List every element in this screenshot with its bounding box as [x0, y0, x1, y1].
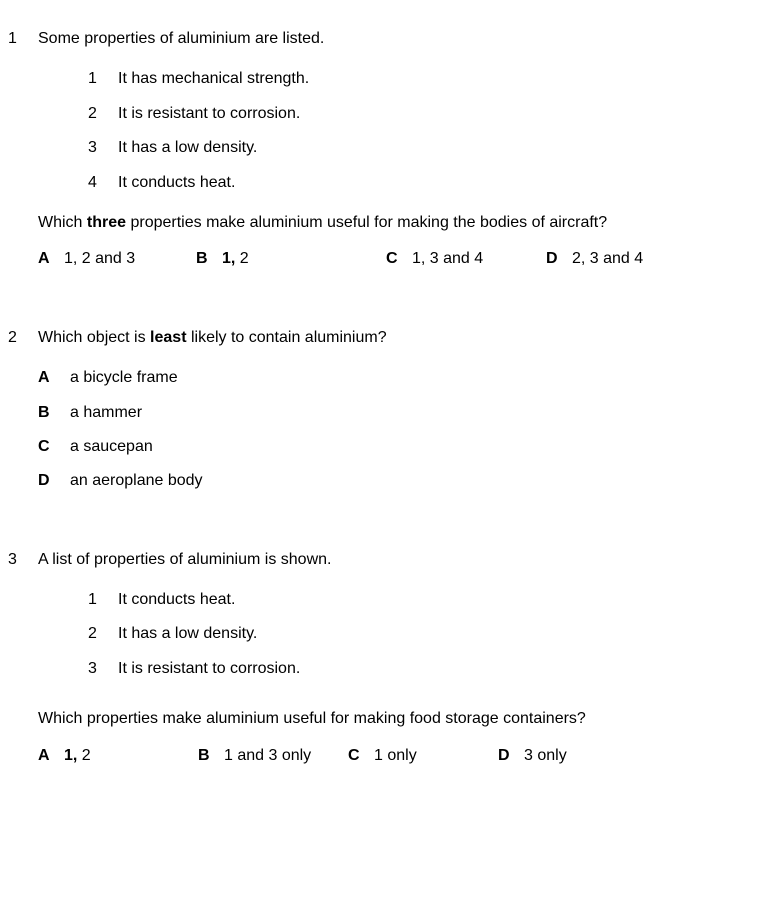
option-d: D an aeroplane body [38, 470, 768, 492]
option-c: C 1, 3 and 4 [386, 248, 546, 270]
list-item: 3 It is resistant to corrosion. [88, 658, 768, 680]
question-number: 3 [8, 549, 38, 571]
option-letter: A [38, 745, 64, 767]
list-item: 1 It has mechanical strength. [88, 68, 768, 90]
item-number: 3 [88, 658, 118, 680]
item-number: 3 [88, 137, 118, 159]
intro-pre: Which object is [38, 329, 150, 346]
option-letter: B [38, 402, 70, 424]
item-number: 2 [88, 623, 118, 645]
option-letter: A [38, 248, 64, 270]
options-stack: A a bicycle frame B a hammer C a saucepa… [38, 367, 768, 493]
option-a: A 1, 2 and 3 [38, 248, 196, 270]
question-header: 3 A list of properties of aluminium is s… [8, 549, 768, 571]
option-d: D 3 only [498, 745, 618, 767]
property-list: 1 It conducts heat. 2 It has a low densi… [88, 589, 768, 680]
option-letter: A [38, 367, 70, 389]
item-text: It conducts heat. [118, 589, 235, 611]
option-text: 3 only [524, 745, 577, 767]
item-text: It has a low density. [118, 623, 257, 645]
option-d: D 2, 3 and 4 [546, 248, 686, 270]
item-text: It conducts heat. [118, 172, 235, 194]
item-text: It is resistant to corrosion. [118, 658, 300, 680]
option-text: 1, 3 and 4 [412, 248, 493, 270]
intro-post: likely to contain aluminium? [187, 329, 387, 346]
prompt-bold: three [87, 214, 126, 231]
intro-bold: least [150, 329, 186, 346]
item-number: 4 [88, 172, 118, 194]
option-letter: D [498, 745, 524, 767]
option-letter: C [386, 248, 412, 270]
option-text: 1 only [374, 745, 427, 767]
option-text: 1 and 3 only [224, 745, 321, 767]
option-a: A a bicycle frame [38, 367, 768, 389]
question-prompt: Which three properties make aluminium us… [38, 212, 768, 234]
question-intro: A list of properties of aluminium is sho… [38, 549, 768, 571]
option-text: a hammer [70, 402, 142, 424]
question-prompt: Which properties make aluminium useful f… [38, 708, 768, 730]
option-b: B a hammer [38, 402, 768, 424]
option-text: 1, 2 and 3 [64, 248, 145, 270]
option-c: C a saucepan [38, 436, 768, 458]
item-number: 2 [88, 103, 118, 125]
option-text: 2, 3 and 4 [572, 248, 653, 270]
list-item: 2 It has a low density. [88, 623, 768, 645]
question-1: 1 Some properties of aluminium are liste… [8, 28, 768, 271]
item-text: It has mechanical strength. [118, 68, 309, 90]
question-header: 1 Some properties of aluminium are liste… [8, 28, 768, 50]
option-letter: D [546, 248, 572, 270]
item-text: It is resistant to corrosion. [118, 103, 300, 125]
question-3: 3 A list of properties of aluminium is s… [8, 549, 768, 767]
option-letter: C [38, 436, 70, 458]
option-a: A 1, 2 [38, 745, 198, 767]
options-row: A 1, 2 and 3 B 1, 2 C 1, 3 and 4 D 2, 3 … [38, 248, 768, 270]
question-2: 2 Which object is least likely to contai… [8, 327, 768, 493]
prompt-pre: Which [38, 214, 87, 231]
question-number: 2 [8, 327, 38, 349]
option-text: 1, 2 [64, 745, 101, 767]
option-text: a saucepan [70, 436, 153, 458]
option-c: C 1 only [348, 745, 498, 767]
option-b: B 1 and 3 only [198, 745, 348, 767]
item-number: 1 [88, 589, 118, 611]
option-text: 1, 2 [222, 248, 259, 270]
item-number: 1 [88, 68, 118, 90]
option-letter: B [196, 248, 222, 270]
list-item: 2 It is resistant to corrosion. [88, 103, 768, 125]
option-letter: C [348, 745, 374, 767]
question-header: 2 Which object is least likely to contai… [8, 327, 768, 349]
options-row: A 1, 2 B 1 and 3 only C 1 only D 3 only [38, 745, 768, 767]
option-text: an aeroplane body [70, 470, 203, 492]
option-letter: D [38, 470, 70, 492]
list-item: 1 It conducts heat. [88, 589, 768, 611]
option-text: a bicycle frame [70, 367, 178, 389]
item-text: It has a low density. [118, 137, 257, 159]
question-number: 1 [8, 28, 38, 50]
question-intro: Some properties of aluminium are listed. [38, 28, 768, 50]
option-letter: B [198, 745, 224, 767]
property-list: 1 It has mechanical strength. 2 It is re… [88, 68, 768, 194]
list-item: 3 It has a low density. [88, 137, 768, 159]
option-b: B 1, 2 [196, 248, 386, 270]
question-intro: Which object is least likely to contain … [38, 327, 768, 349]
prompt-post: properties make aluminium useful for mak… [126, 214, 607, 231]
list-item: 4 It conducts heat. [88, 172, 768, 194]
